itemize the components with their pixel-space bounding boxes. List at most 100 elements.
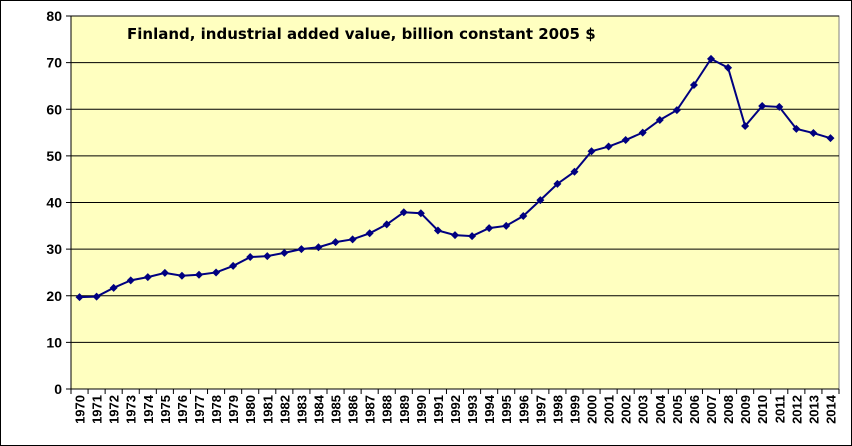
data-point-1989 — [399, 208, 408, 217]
data-point-1988 — [382, 220, 391, 229]
data-point-1975 — [160, 268, 169, 277]
data-point-2010 — [758, 101, 767, 110]
y-tick-label-0: 0 — [54, 381, 62, 397]
data-point-1986 — [348, 235, 357, 244]
x-tick-label-1981: 1981 — [260, 395, 275, 424]
x-tick-label-2000: 2000 — [585, 395, 600, 424]
x-tick-label-1977: 1977 — [192, 395, 207, 424]
x-tick-label-1999: 1999 — [567, 395, 582, 424]
data-point-1981 — [263, 252, 272, 261]
data-point-2004 — [655, 115, 664, 124]
data-point-1971 — [92, 292, 101, 301]
x-tick-label-1973: 1973 — [124, 395, 139, 424]
x-tick-label-2013: 2013 — [806, 395, 821, 424]
data-point-1973 — [126, 276, 135, 285]
data-point-1996 — [519, 212, 528, 221]
x-tick-label-1989: 1989 — [397, 395, 412, 424]
x-tick-label-2007: 2007 — [704, 395, 719, 424]
data-point-1998 — [553, 179, 562, 188]
data-point-1980 — [246, 253, 255, 262]
data-point-2011 — [775, 102, 784, 111]
x-tick-label-1985: 1985 — [329, 395, 344, 424]
x-tick-label-1976: 1976 — [175, 395, 190, 424]
x-tick-label-1983: 1983 — [294, 395, 309, 424]
data-point-2005 — [672, 106, 681, 115]
x-tick-label-1990: 1990 — [414, 395, 429, 424]
x-tick-label-1982: 1982 — [277, 395, 292, 424]
x-tick-label-1984: 1984 — [311, 394, 326, 424]
data-point-2009 — [741, 122, 750, 131]
y-tick-label-70: 70 — [46, 55, 62, 71]
data-point-1990 — [416, 209, 425, 218]
y-tick-label-30: 30 — [46, 241, 62, 257]
y-tick-label-20: 20 — [46, 288, 62, 304]
x-tick-label-2008: 2008 — [721, 395, 736, 424]
x-tick-label-2011: 2011 — [772, 395, 787, 423]
x-tick-label-1974: 1974 — [141, 394, 156, 424]
x-tick-label-1998: 1998 — [550, 395, 565, 424]
y-tick-label-50: 50 — [46, 148, 62, 164]
x-tick-label-1986: 1986 — [346, 395, 361, 424]
x-tick-label-1980: 1980 — [243, 395, 258, 424]
x-tick-label-1992: 1992 — [448, 395, 463, 424]
x-tick-label-2003: 2003 — [636, 395, 651, 424]
data-point-1985 — [331, 238, 340, 247]
x-tick-label-2010: 2010 — [755, 395, 770, 424]
data-point-2008 — [724, 63, 733, 72]
y-axis: 0 10 20 30 40 50 60 70 80 — [46, 8, 72, 397]
data-point-1997 — [536, 196, 545, 205]
data-point-1977 — [195, 270, 203, 279]
gridlines — [71, 15, 839, 343]
x-tick-label-1994: 1994 — [482, 394, 497, 424]
data-point-2001 — [604, 142, 613, 151]
data-point-2003 — [638, 128, 647, 137]
x-tick-label-1987: 1987 — [363, 395, 378, 424]
x-tick-label-1979: 1979 — [226, 395, 241, 424]
y-tick-label-10: 10 — [46, 334, 62, 350]
data-point-1970 — [75, 293, 84, 302]
data-point-1972 — [109, 283, 118, 292]
data-point-2007 — [707, 54, 715, 63]
data-point-2013 — [809, 129, 818, 138]
data-point-1982 — [280, 248, 289, 257]
chart-title: Finland, industrial added value, billion… — [127, 25, 596, 43]
data-point-1976 — [177, 271, 186, 280]
x-tick-label-2012: 2012 — [789, 395, 804, 424]
x-tick-label-1993: 1993 — [465, 395, 480, 424]
x-tick-label-1996: 1996 — [516, 395, 531, 424]
data-point-1979 — [229, 261, 238, 270]
x-tick-label-1975: 1975 — [158, 395, 173, 424]
data-point-1999 — [570, 167, 579, 176]
y-tick-label-40: 40 — [46, 195, 62, 211]
x-tick-label-2006: 2006 — [687, 395, 702, 424]
data-point-1983 — [297, 245, 306, 254]
data-markers — [75, 54, 835, 302]
x-tick-label-1988: 1988 — [380, 395, 395, 424]
data-point-1993 — [468, 232, 477, 241]
x-tick-label-1997: 1997 — [533, 395, 548, 424]
x-tick-label-1971: 1971 — [90, 395, 105, 424]
x-tick-label-1991: 1991 — [431, 395, 446, 424]
data-point-1995 — [502, 221, 511, 230]
x-tick-label-1970: 1970 — [73, 395, 88, 424]
x-tick-label-2009: 2009 — [738, 395, 753, 424]
x-tick-label-2004: 2004 — [653, 394, 668, 424]
data-point-2012 — [792, 124, 801, 133]
data-point-1974 — [143, 273, 152, 282]
y-tick-label-80: 80 — [46, 8, 62, 24]
x-tick-label-1995: 1995 — [499, 395, 514, 424]
x-tick-label-2002: 2002 — [619, 395, 634, 424]
data-point-2000 — [587, 147, 596, 156]
data-point-1987 — [365, 229, 374, 238]
y-tick-label-60: 60 — [46, 101, 62, 117]
data-point-1994 — [485, 224, 494, 233]
x-tick-label-1972: 1972 — [107, 395, 122, 424]
x-tick-label-2005: 2005 — [670, 395, 685, 424]
x-tick-label-2001: 2001 — [602, 395, 617, 424]
data-point-2006 — [689, 81, 698, 90]
x-axis: 1970 1971 1972 1973 1974 1975 1976 1977 1978 1979… — [70, 388, 840, 424]
x-tick-label-2014: 2014 — [823, 394, 838, 424]
data-point-1978 — [212, 268, 221, 277]
x-tick-label-1978: 1978 — [209, 395, 224, 424]
